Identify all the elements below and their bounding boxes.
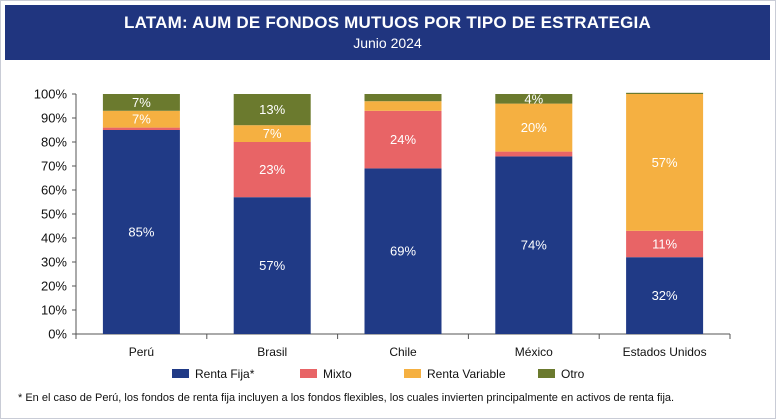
bar-mixto-estados-unidos [626,230,704,258]
title-bar: LATAM: AUM DE FONDOS MUTUOS POR TIPO DE … [5,5,770,60]
legend-label-renta-fija: Renta Fija* [195,367,255,381]
bar-renta-variable-peru [102,110,180,128]
bar-mixto-chile [364,110,442,169]
bar-renta-variable-chile [364,101,442,111]
data-label: 7% [263,126,282,141]
data-label: 4% [524,91,543,106]
y-tick-label: 40% [41,231,67,246]
bar-renta-fija-peru [102,130,180,334]
x-tick-label: Chile [389,345,417,359]
bar-mixto-peru [102,127,180,130]
bar-renta-variable-brasil [233,125,311,142]
data-label: 74% [521,238,547,253]
bar-mixto-mexico [495,151,573,157]
data-label: 11% [652,237,677,252]
chart-title: LATAM: AUM DE FONDOS MUTUOS POR TIPO DE … [124,13,651,32]
data-label: 13% [259,102,285,117]
y-tick-label: 0% [48,327,67,342]
legend-swatch-renta-variable [404,369,421,378]
y-tick-label: 50% [41,207,67,222]
y-tick-label: 20% [41,279,67,294]
bar-otro-brasil [233,94,311,126]
bar-renta-fija-mexico [495,156,573,334]
y-tick-label: 80% [41,135,67,150]
legend-label-renta-variable: Renta Variable [427,367,506,381]
data-label: 23% [259,162,285,177]
y-tick-label: 30% [41,255,67,270]
data-label: 32% [652,288,678,303]
data-label: 24% [390,132,416,147]
bar-mixto-brasil [233,142,311,198]
legend-label-mixto: Mixto [323,367,352,381]
data-label: 7% [132,112,151,127]
x-tick-label: México [515,345,553,359]
footnote: * En el caso de Perú, los fondos de rent… [18,392,675,404]
bar-otro-chile [364,94,442,102]
legend-swatch-mixto [300,369,317,378]
data-label: 57% [259,258,285,273]
legend-swatch-otro [538,369,555,378]
bar-renta-variable-mexico [495,103,573,152]
legend-label-otro: Otro [561,367,585,381]
chart-subtitle: Junio 2024 [353,35,422,51]
y-tick-label: 60% [41,183,67,198]
bar-renta-variable-estados-unidos [626,94,704,231]
y-tick-label: 70% [41,159,67,174]
y-tick-label: 100% [34,87,68,102]
bar-renta-fija-brasil [233,197,311,334]
data-label: 57% [652,155,678,170]
data-label: 69% [390,244,416,259]
x-tick-label: Estados Unidos [623,345,707,359]
legend-swatch-renta-fija [172,369,189,378]
data-label: 20% [521,120,547,135]
y-tick-label: 10% [41,303,67,318]
y-tick-label: 90% [41,111,67,126]
data-label: 85% [128,225,154,240]
bar-otro-mexico [495,94,573,104]
bar-renta-fija-chile [364,168,442,334]
x-tick-label: Brasil [257,345,287,359]
bar-renta-fija-estados-unidos [626,257,704,334]
bar-otro-peru [102,94,180,111]
bar-otro-estados-unidos [626,92,704,94]
x-tick-label: Perú [129,345,154,359]
data-label: 7% [132,95,151,110]
